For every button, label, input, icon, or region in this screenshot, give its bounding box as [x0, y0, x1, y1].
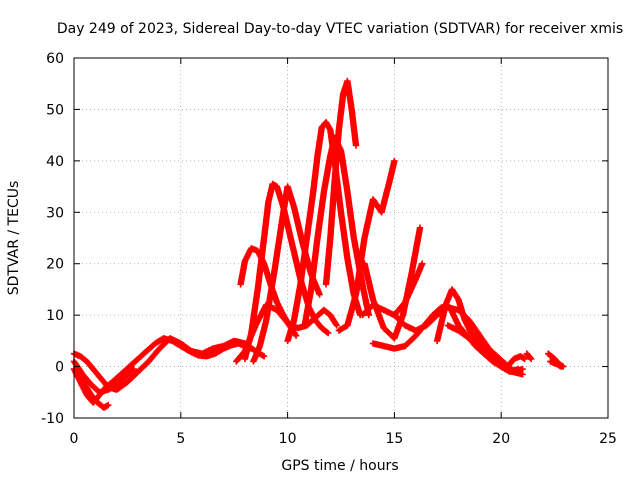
data-series — [70, 77, 567, 411]
plot-frame — [73, 57, 609, 419]
series-track-23 — [547, 358, 565, 370]
y-tick-label: 20 — [46, 257, 64, 273]
series-track-12 — [335, 157, 398, 334]
y-tick-label: 50 — [46, 102, 64, 118]
x-tick-label: 10 — [279, 431, 297, 447]
x-tick-label: 0 — [70, 431, 79, 447]
series-track-11 — [322, 77, 360, 288]
x-tick-label: 20 — [492, 431, 510, 447]
x-tick-label: 25 — [599, 431, 617, 447]
series-track-20 — [504, 353, 528, 370]
y-tick-label: 60 — [46, 51, 64, 67]
x-tick-label: 15 — [385, 431, 403, 447]
y-axis-label: SDTVAR / TECUs — [6, 181, 22, 296]
series-track-04 — [75, 373, 112, 411]
series-track-02 — [70, 335, 268, 393]
chart-title: Day 249 of 2023, Sidereal Day-to-day VTE… — [57, 21, 623, 37]
y-tick-label: 10 — [46, 308, 64, 324]
x-axis-label: GPS time / hours — [281, 458, 398, 474]
y-tick-label: 30 — [46, 205, 64, 221]
series-track-07 — [250, 183, 323, 365]
series-track-21 — [523, 350, 535, 363]
x-tick-label: 5 — [176, 431, 185, 447]
y-tick-label: 40 — [46, 154, 64, 170]
series-track-15 — [359, 260, 426, 319]
axis-ticks: 0 5 10 15 20 25 -10 0 10 20 30 40 50 60 — [41, 51, 617, 447]
y-tick-label: -10 — [41, 411, 64, 427]
y-tick-label: 0 — [55, 360, 64, 376]
